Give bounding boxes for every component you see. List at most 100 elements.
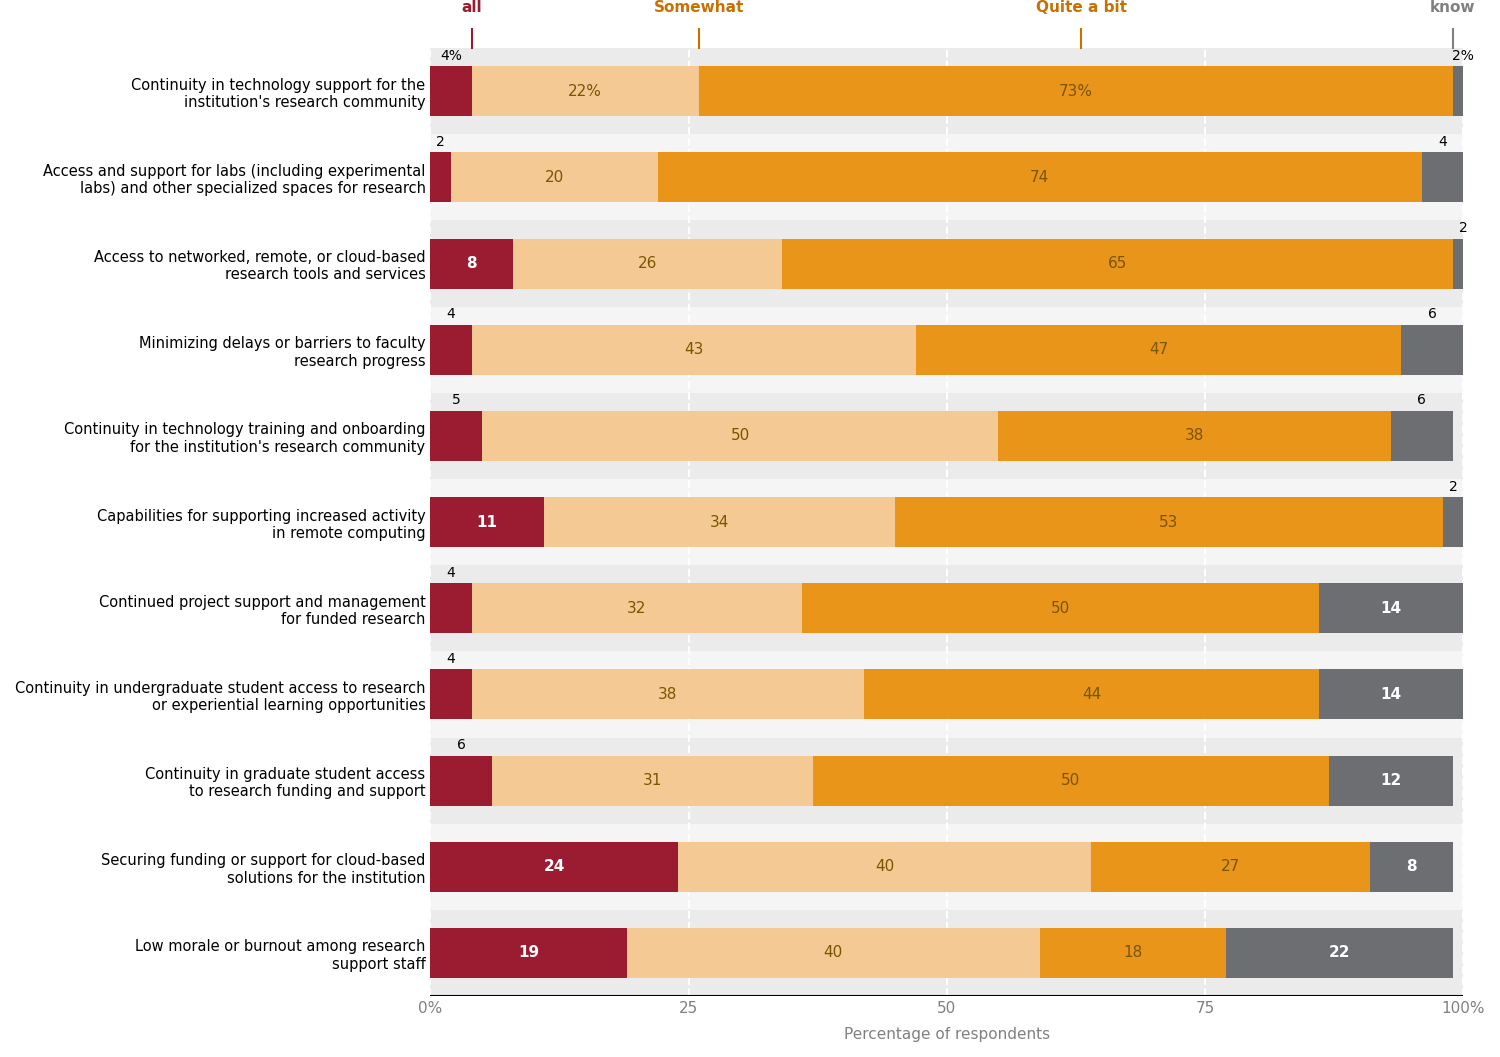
Bar <box>471 669 864 720</box>
Text: 22%: 22% <box>568 84 602 98</box>
Bar <box>430 738 1462 823</box>
Bar <box>430 565 1462 651</box>
Bar <box>430 134 1462 221</box>
Text: 4: 4 <box>447 565 456 580</box>
Bar <box>471 67 699 116</box>
Bar <box>430 669 471 720</box>
Bar <box>896 497 1443 548</box>
Bar <box>430 239 513 289</box>
Bar <box>430 651 1462 738</box>
Text: 50: 50 <box>1052 600 1070 616</box>
Bar <box>430 221 1462 307</box>
Bar <box>430 307 1462 393</box>
Text: 18: 18 <box>1124 945 1143 961</box>
Text: 2: 2 <box>1460 221 1467 235</box>
Bar <box>1040 928 1226 978</box>
Text: 74: 74 <box>1030 170 1050 185</box>
Bar <box>1443 497 1462 548</box>
Bar <box>430 152 451 202</box>
Bar <box>1092 841 1371 892</box>
Text: 44: 44 <box>1082 687 1101 702</box>
Bar <box>1454 67 1473 116</box>
Text: 43: 43 <box>684 342 703 357</box>
Bar <box>430 841 678 892</box>
Bar <box>699 67 1454 116</box>
Text: Don't
know: Don't know <box>1430 0 1476 15</box>
Text: 11: 11 <box>477 515 498 530</box>
Bar <box>1390 411 1454 461</box>
Text: 2%: 2% <box>1452 49 1474 62</box>
Text: 38: 38 <box>658 687 678 702</box>
Bar <box>430 928 627 978</box>
Text: 24: 24 <box>543 859 566 874</box>
Bar <box>1371 841 1454 892</box>
Text: Not at
all: Not at all <box>446 0 498 15</box>
Bar <box>1454 239 1473 289</box>
Text: 65: 65 <box>1107 256 1126 271</box>
Bar <box>657 152 1422 202</box>
Bar <box>782 239 1454 289</box>
Bar <box>916 324 1401 375</box>
Text: 73%: 73% <box>1059 84 1094 98</box>
Text: 34: 34 <box>710 515 729 530</box>
Bar <box>430 756 492 805</box>
Bar <box>999 411 1390 461</box>
Text: 14: 14 <box>1380 600 1401 616</box>
Text: 4: 4 <box>447 308 456 321</box>
Text: 4: 4 <box>1438 135 1448 149</box>
Text: 4: 4 <box>447 652 456 666</box>
Text: 38: 38 <box>1185 428 1204 443</box>
Text: 2: 2 <box>436 135 445 149</box>
Bar <box>1329 756 1454 805</box>
Bar <box>1226 928 1454 978</box>
Text: 40: 40 <box>874 859 894 874</box>
Text: 53: 53 <box>1160 515 1179 530</box>
Text: 14: 14 <box>1380 687 1401 702</box>
Bar <box>1422 152 1462 202</box>
Bar <box>513 239 782 289</box>
Text: 6: 6 <box>1428 308 1437 321</box>
Text: 26: 26 <box>638 256 657 271</box>
Text: 50: 50 <box>730 428 750 443</box>
Text: 5: 5 <box>452 393 460 407</box>
Text: 31: 31 <box>642 773 662 789</box>
Bar <box>482 411 999 461</box>
Bar <box>627 928 1040 978</box>
Bar <box>452 152 657 202</box>
Text: 40: 40 <box>824 945 843 961</box>
Text: 19: 19 <box>518 945 538 961</box>
Bar <box>430 67 471 116</box>
Bar <box>430 411 482 461</box>
Bar <box>430 823 1462 910</box>
Bar <box>864 669 1318 720</box>
Bar <box>430 479 1462 565</box>
Text: 50: 50 <box>1060 773 1080 789</box>
Text: 22: 22 <box>1329 945 1350 961</box>
Bar <box>430 393 1462 479</box>
Bar <box>1318 669 1462 720</box>
Bar <box>813 756 1329 805</box>
Text: 20: 20 <box>544 170 564 185</box>
Text: Quite a bit: Quite a bit <box>1035 0 1126 15</box>
Text: 12: 12 <box>1380 773 1401 789</box>
Text: Somewhat: Somewhat <box>654 0 744 15</box>
Bar <box>678 841 1092 892</box>
Text: 6: 6 <box>1418 393 1426 407</box>
Bar <box>1318 583 1462 633</box>
Bar <box>430 49 1462 134</box>
Text: 27: 27 <box>1221 859 1240 874</box>
Text: 6: 6 <box>458 738 466 753</box>
X-axis label: Percentage of respondents: Percentage of respondents <box>843 1027 1050 1042</box>
Text: 8: 8 <box>466 256 477 271</box>
Bar <box>492 756 813 805</box>
Bar <box>471 583 802 633</box>
Text: 8: 8 <box>1407 859 1418 874</box>
Bar <box>1401 324 1462 375</box>
Bar <box>430 497 544 548</box>
Bar <box>430 324 471 375</box>
Bar <box>430 583 471 633</box>
Text: 4%: 4% <box>440 49 462 62</box>
Text: 2: 2 <box>1449 480 1458 494</box>
Text: 47: 47 <box>1149 342 1168 357</box>
Bar <box>802 583 1318 633</box>
